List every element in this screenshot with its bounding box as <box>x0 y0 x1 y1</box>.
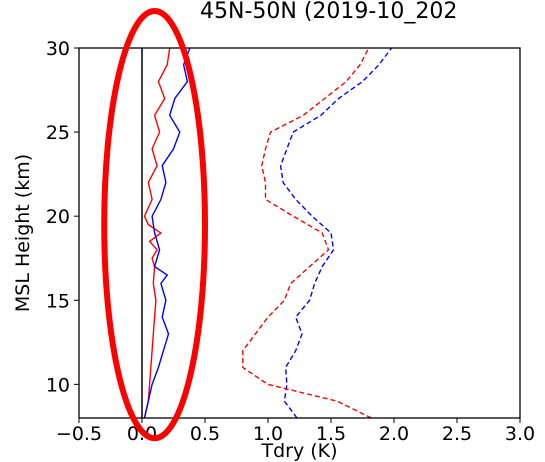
series-line-1-solid <box>143 47 171 419</box>
series-line-3-dashed <box>279 47 393 419</box>
x-tick-label: 1.0 <box>253 423 283 445</box>
x-tick-label: 2.0 <box>379 423 409 445</box>
y-tick-label: 30 <box>46 38 70 60</box>
x-axis-label: Tdry (K) <box>260 440 337 462</box>
y-axis-label: MSL Height (km) <box>12 154 34 312</box>
x-tick-label: 3.0 <box>505 423 535 445</box>
plot-frame <box>78 47 521 419</box>
y-tick-label: 10 <box>46 374 70 396</box>
series-line-2-solid <box>143 47 191 419</box>
y-tick-label: 25 <box>46 122 70 144</box>
series-line-4-dashed <box>242 47 372 419</box>
y-tick-label: 20 <box>46 206 70 228</box>
x-tick-label: 1.5 <box>316 423 346 445</box>
x-tick-label: −0.5 <box>56 423 102 445</box>
x-tick-label: 2.5 <box>442 423 472 445</box>
plot-area <box>141 47 393 419</box>
chart-title: 45N-50N (2019-10_202 <box>200 0 457 24</box>
y-tick-label: 15 <box>46 290 70 312</box>
x-tick-label: 0.5 <box>190 423 220 445</box>
annotation-ellipse <box>101 8 209 442</box>
